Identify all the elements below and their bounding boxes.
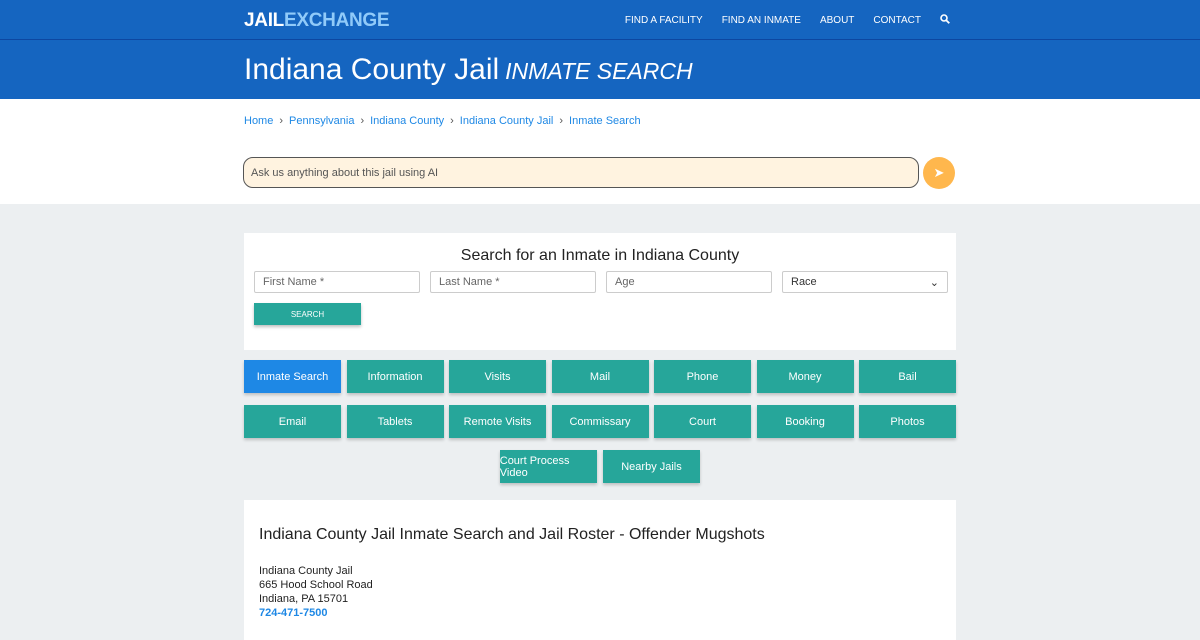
nav-button-money[interactable]: Money (756, 360, 854, 393)
first-name-placeholder: First Name * (263, 276, 325, 288)
race-select[interactable]: Race ⌄ (782, 271, 948, 293)
page-title: Indiana County Jail INMATE SEARCH (244, 53, 693, 87)
chevron-right-icon: › (450, 115, 454, 127)
ai-placeholder: Ask us anything about this jail using AI (251, 166, 439, 179)
race-value: Race (791, 276, 817, 288)
nav-button-nearby-jails[interactable]: Nearby Jails (602, 450, 701, 483)
chevron-right-icon: › (279, 115, 284, 127)
jail-street: 665 Hood School Road (259, 579, 373, 591)
breadcrumb-current[interactable]: Inmate Search (569, 115, 641, 127)
nav-button-mail[interactable]: Mail (551, 360, 649, 393)
nav-button-inmate-search[interactable]: Inmate Search (244, 360, 341, 393)
last-name-placeholder: Last Name * (439, 276, 500, 288)
paper-plane-icon: ➤ (933, 165, 945, 180)
nav-button-remote-visits[interactable]: Remote Visits (449, 405, 546, 438)
search-button[interactable]: SEARCH (254, 303, 361, 325)
age-input[interactable]: Age (606, 271, 772, 293)
chevron-right-icon: › (559, 115, 564, 127)
first-name-input[interactable]: First Name * (254, 271, 420, 293)
content-card: Indiana County Jail Inmate Search and Ja… (244, 500, 956, 640)
send-button[interactable]: ➤ (923, 157, 955, 189)
nav-button-court-process-video[interactable]: Court Process Video (499, 450, 598, 483)
nav-button-email[interactable]: Email (244, 405, 341, 438)
age-placeholder: Age (615, 276, 635, 288)
breadcrumb-state[interactable]: Pennsylvania (289, 115, 355, 127)
nav-contact[interactable]: CONTACT (873, 15, 921, 26)
main-nav: FIND A FACILITY FIND AN INMATE ABOUT CON… (625, 14, 950, 27)
breadcrumb-section: Home › Pennsylvania › Indiana County › Indi… (0, 99, 1200, 204)
ai-question-input[interactable]: Ask us anything about this jail using AI (243, 157, 919, 188)
nav-find-inmate[interactable]: FIND AN INMATE (721, 15, 801, 26)
nav-button-photos[interactable]: Photos (859, 405, 956, 438)
nav-find-facility[interactable]: FIND A FACILITY (624, 15, 703, 26)
chevron-right-icon: › (360, 115, 365, 127)
nav-button-phone[interactable]: Phone (654, 360, 751, 393)
title-sub: INMATE SEARCH (505, 57, 693, 84)
nav-button-booking[interactable]: Booking (756, 405, 854, 438)
jail-name: Indiana County Jail (259, 565, 353, 577)
last-name-input[interactable]: Last Name * (430, 271, 596, 293)
title-main: Indiana County Jail (244, 52, 500, 86)
chevron-down-icon: ⌄ (929, 276, 939, 289)
breadcrumb: Home › Pennsylvania › Indiana County › Indi… (244, 115, 641, 127)
nav-about[interactable]: ABOUT (819, 15, 855, 26)
jail-city: Indiana, PA 15701 (259, 593, 349, 605)
logo[interactable]: JAILEXCHANGE (244, 10, 390, 32)
nav-button-information[interactable]: Information (346, 360, 444, 393)
nav-button-tablets[interactable]: Tablets (346, 405, 444, 438)
logo-part: EXCHANGE (283, 10, 390, 31)
breadcrumb-jail[interactable]: Indiana County Jail (459, 115, 554, 127)
content-heading: Indiana County Jail Inmate Search and Ja… (259, 526, 765, 543)
nav-button-court[interactable]: Court (654, 405, 751, 438)
search-icon[interactable] (940, 14, 950, 27)
top-bar: JAILEXCHANGE FIND A FACILITY FIND AN INM… (0, 0, 1200, 40)
title-band: Indiana County Jail INMATE SEARCH (0, 40, 1200, 99)
nav-button-commissary[interactable]: Commissary (551, 405, 649, 438)
section-buttons: Inmate Search Information Visits Mail Phone M… (244, 360, 956, 495)
jail-phone-link[interactable]: 724-471-7500 (259, 607, 328, 619)
logo-part: JAIL (244, 10, 284, 31)
nav-button-bail[interactable]: Bail (859, 360, 956, 393)
inmate-search-card: Search for an Inmate in Indiana County F… (244, 233, 956, 350)
breadcrumb-home[interactable]: Home (244, 115, 274, 127)
breadcrumb-county[interactable]: Indiana County (370, 115, 445, 127)
nav-button-visits[interactable]: Visits (449, 360, 546, 393)
search-heading: Search for an Inmate in Indiana County (460, 247, 740, 264)
